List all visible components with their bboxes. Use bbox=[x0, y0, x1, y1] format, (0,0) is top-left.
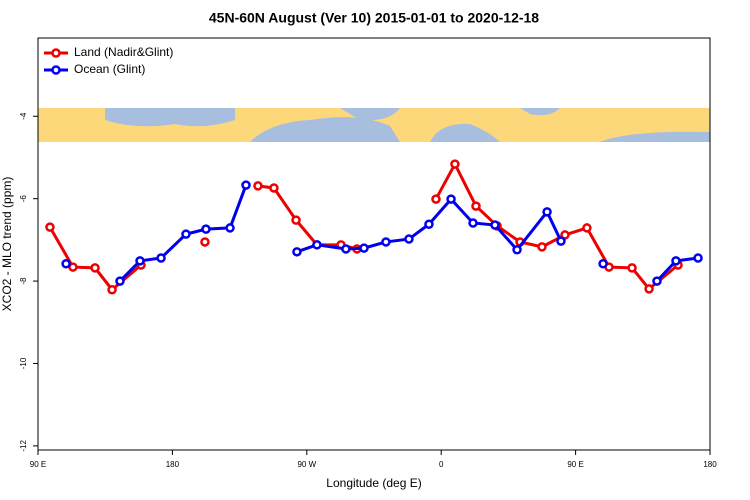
legend-marker bbox=[51, 65, 61, 75]
point bbox=[201, 224, 211, 234]
point bbox=[115, 276, 125, 286]
point bbox=[450, 159, 460, 169]
point bbox=[404, 234, 414, 244]
y-axis-label: XCO2 - MLO trend (ppm) bbox=[0, 177, 14, 312]
point bbox=[560, 230, 570, 240]
point bbox=[253, 181, 263, 191]
point bbox=[512, 245, 522, 255]
series-line bbox=[257, 184, 358, 251]
point bbox=[381, 237, 391, 247]
point bbox=[490, 220, 500, 230]
point bbox=[468, 218, 478, 228]
point bbox=[90, 263, 100, 273]
point bbox=[582, 223, 592, 233]
point bbox=[61, 259, 71, 269]
point bbox=[45, 222, 55, 232]
legend-marker bbox=[51, 48, 61, 58]
point bbox=[652, 276, 662, 286]
point bbox=[135, 256, 145, 266]
y-tick-label: -4 bbox=[19, 112, 28, 120]
point bbox=[471, 201, 481, 211]
point bbox=[644, 284, 654, 294]
point bbox=[431, 194, 441, 204]
point bbox=[200, 237, 210, 247]
point bbox=[542, 207, 552, 217]
point bbox=[341, 244, 351, 254]
legend-label: Ocean (Glint) bbox=[74, 62, 145, 76]
series-line bbox=[48, 226, 143, 292]
point bbox=[446, 194, 456, 204]
point bbox=[241, 180, 251, 190]
x-tick-label: 180 bbox=[166, 460, 180, 469]
y-tick-label: -12 bbox=[19, 440, 28, 452]
point bbox=[269, 183, 279, 193]
x-axis-label: Longitude (deg E) bbox=[326, 476, 421, 490]
point bbox=[156, 253, 166, 263]
point bbox=[107, 284, 117, 295]
point bbox=[312, 240, 322, 250]
y-tick-label: -10 bbox=[19, 357, 28, 369]
point bbox=[291, 215, 301, 225]
point bbox=[671, 256, 681, 266]
map-band bbox=[38, 108, 710, 142]
x-tick-label: 90 E bbox=[30, 460, 46, 469]
point bbox=[627, 263, 637, 273]
point bbox=[537, 242, 547, 252]
point bbox=[556, 236, 566, 246]
y-tick-label: -6 bbox=[19, 195, 28, 203]
chart-title: 45N-60N August (Ver 10) 2015-01-01 to 20… bbox=[209, 10, 539, 26]
point bbox=[693, 253, 703, 263]
x-tick-label: 180 bbox=[703, 460, 717, 469]
point bbox=[292, 247, 302, 257]
x-tick-label: 90 W bbox=[297, 460, 316, 469]
plot-frame bbox=[37, 37, 711, 451]
point bbox=[359, 243, 369, 253]
x-tick-label: 90 E bbox=[567, 460, 583, 469]
point bbox=[598, 259, 608, 269]
point bbox=[225, 223, 235, 233]
point bbox=[424, 219, 434, 229]
point bbox=[181, 229, 191, 239]
x-tick-label: 0 bbox=[439, 460, 444, 469]
legend-label: Land (Nadir&Glint) bbox=[74, 45, 173, 59]
y-tick-label: -8 bbox=[19, 277, 28, 285]
